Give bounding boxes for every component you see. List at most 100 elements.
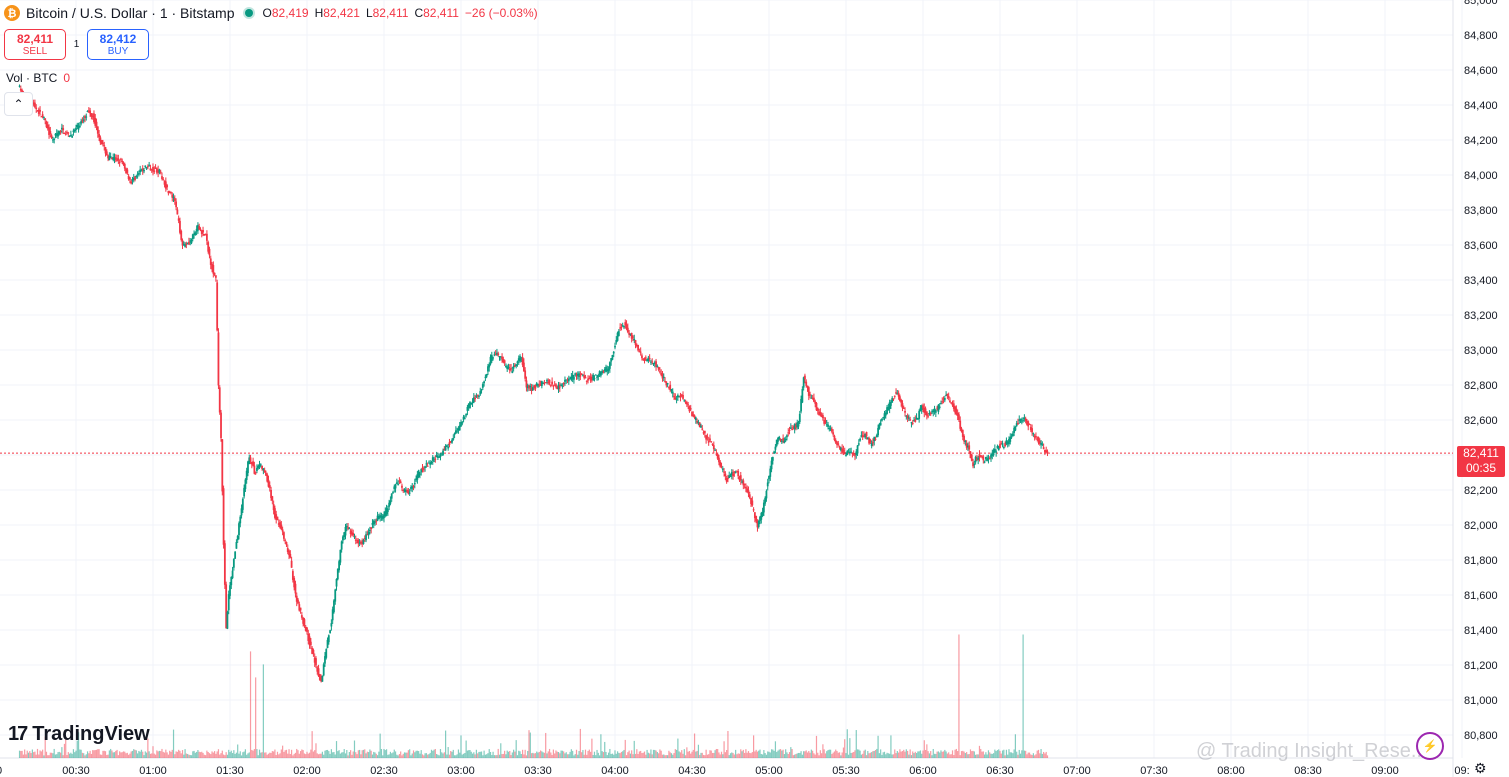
volume-bar <box>334 754 336 758</box>
candle-body <box>272 504 275 511</box>
volume-bar <box>176 751 178 758</box>
volume-bar <box>785 749 787 758</box>
candle-body <box>753 512 756 519</box>
candle-body <box>194 232 197 236</box>
volume-bar <box>285 749 288 758</box>
volume-legend-value: 0 <box>63 71 71 85</box>
candle-body <box>37 109 40 114</box>
candle-body <box>240 508 243 516</box>
candle-body <box>992 450 995 456</box>
volume-bar <box>1019 753 1022 758</box>
volume-bar <box>411 753 413 758</box>
candle-body <box>583 375 586 379</box>
volume-bar <box>638 751 640 758</box>
volume-bar <box>470 751 472 758</box>
volume-bar <box>710 750 712 758</box>
candle-body <box>130 181 133 184</box>
volume-bar <box>945 751 947 758</box>
volume-bar <box>279 753 281 758</box>
price-tick-label: 83,000 <box>1464 345 1498 357</box>
candle-body <box>537 383 539 387</box>
volume-bar <box>708 754 710 758</box>
volume-bar <box>890 735 892 758</box>
symbol-title[interactable]: Bitcoin / U.S. Dollar · 1 · Bitstamp <box>26 5 235 21</box>
volume-bar <box>443 752 445 758</box>
candle-body <box>325 649 328 658</box>
candle-body <box>393 486 396 490</box>
sell-price: 82,411 <box>16 31 54 46</box>
candle-body <box>399 481 402 484</box>
volume-bar <box>378 751 380 758</box>
volume-bar <box>915 752 918 758</box>
volume-bar <box>280 749 282 758</box>
candle-body <box>263 470 266 473</box>
volume-bar <box>611 753 614 758</box>
candle-body <box>653 362 656 365</box>
candle-body <box>565 379 568 381</box>
candle-body <box>945 394 947 396</box>
candle-body <box>916 418 919 420</box>
volume-bar <box>48 755 50 758</box>
candle-body <box>955 408 958 415</box>
volume-bar <box>293 753 295 758</box>
volume-bar <box>607 752 610 758</box>
volume-bar <box>541 751 543 758</box>
candle-body <box>485 374 488 377</box>
candle-body <box>239 516 242 524</box>
volume-bar <box>1031 755 1033 758</box>
volume-bar <box>170 751 172 758</box>
time-tick-label: 02:00 <box>293 765 321 777</box>
price-tick-label: 82,000 <box>1464 520 1498 532</box>
volume-bar <box>755 749 757 758</box>
candle-body <box>901 403 904 409</box>
volume-bar <box>835 749 837 758</box>
volume-bar <box>572 750 574 758</box>
volume-bar <box>801 754 803 758</box>
volume-bar <box>588 749 590 758</box>
volume-bar <box>774 741 777 758</box>
gear-icon[interactable]: ⚙ <box>1474 760 1487 776</box>
candle-body <box>208 248 211 256</box>
collapse-legend-button[interactable]: ⌃ <box>4 92 33 116</box>
candle-body <box>765 490 768 499</box>
volume-bar <box>153 753 155 758</box>
candle-body <box>152 167 154 172</box>
candle-body <box>931 411 933 413</box>
flash-icon[interactable]: ⚡ <box>1416 732 1444 760</box>
volume-bar <box>726 749 728 758</box>
sell-button[interactable]: 82,411 SELL <box>4 29 66 60</box>
candle-body <box>679 394 682 398</box>
volume-bar <box>230 750 232 758</box>
candle-body <box>398 480 401 482</box>
volume-bar <box>496 755 498 758</box>
tradingview-logo[interactable]: 17 TradingView <box>8 723 150 746</box>
candle-body <box>1011 433 1014 437</box>
volume-bar <box>507 751 510 758</box>
candle-body <box>657 367 660 370</box>
volume-bar <box>414 752 416 758</box>
price-tick-label: 84,800 <box>1464 30 1498 42</box>
volume-bar <box>480 751 483 758</box>
volume-bar <box>310 749 312 758</box>
candle-body <box>136 173 139 175</box>
candle-body <box>281 529 284 532</box>
volume-bar <box>790 747 792 758</box>
volume-bar <box>484 754 486 758</box>
candle-body <box>1009 437 1012 442</box>
volume-bar <box>396 754 398 758</box>
candle-body <box>299 607 302 611</box>
volume-bar <box>294 752 297 758</box>
volume-bar <box>220 753 222 758</box>
volume-bar <box>760 753 762 758</box>
volume-bar <box>348 751 350 758</box>
price-tick-label: 81,200 <box>1464 660 1498 672</box>
candle-body <box>248 457 251 464</box>
time-tick-label: 02:30 <box>370 765 398 777</box>
volume-bar <box>169 750 171 758</box>
volume-bar <box>914 751 916 758</box>
candle-body <box>109 156 112 159</box>
volume-legend[interactable]: Vol · BTC 0 <box>6 71 70 85</box>
buy-button[interactable]: 82,412 BUY <box>87 29 149 60</box>
volume-bar <box>545 732 547 758</box>
